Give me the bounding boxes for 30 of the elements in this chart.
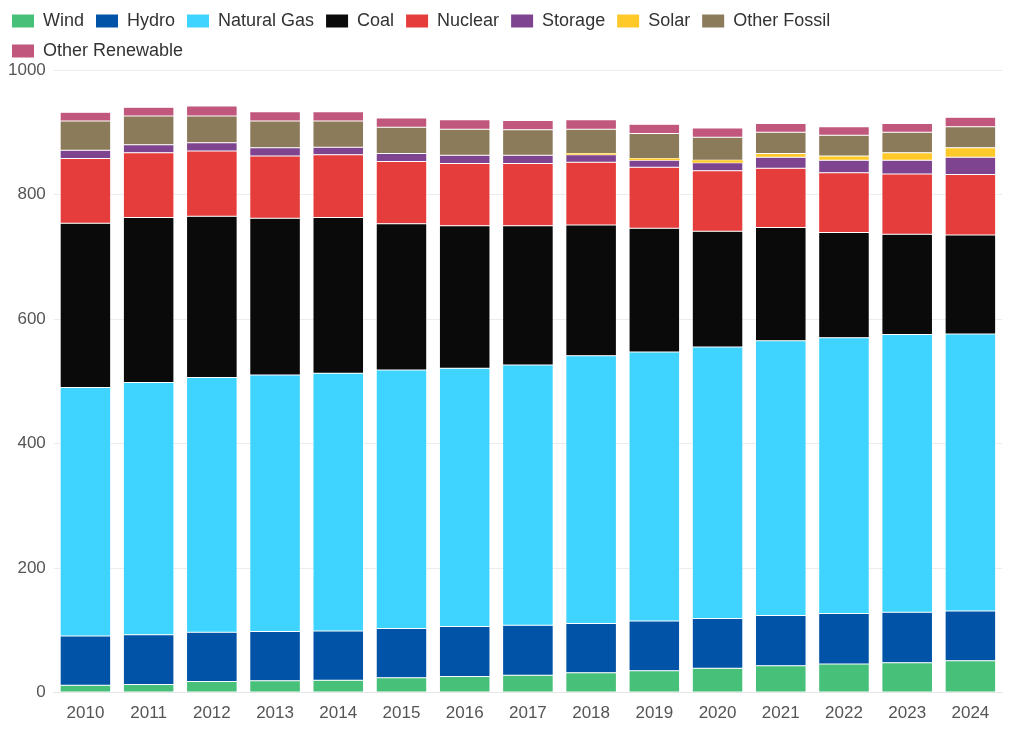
legend-label: Nuclear xyxy=(437,9,500,30)
y-tick-label: 200 xyxy=(17,557,46,577)
legend-label: Other Fossil xyxy=(733,9,831,30)
x-tick-label: 2021 xyxy=(761,703,800,723)
x-tick-label: 2018 xyxy=(572,703,611,723)
x-tick-label: 2011 xyxy=(130,703,167,723)
y-tick-label: 0 xyxy=(36,682,46,702)
x-tick-label: 2024 xyxy=(951,703,990,723)
legend-label: Storage xyxy=(542,9,606,30)
legend-label: Other Renewable xyxy=(43,39,184,60)
legend-label: Hydro xyxy=(127,9,176,30)
y-tick-label: 800 xyxy=(17,184,46,204)
x-tick-label: 2014 xyxy=(319,703,358,723)
y-tick-label: 1000 xyxy=(7,59,46,79)
x-tick-label: 2010 xyxy=(66,703,105,723)
y-tick-label: 600 xyxy=(17,308,46,328)
x-tick-label: 2012 xyxy=(192,703,231,723)
x-tick-label: 2013 xyxy=(256,703,294,723)
x-tick-label: 2017 xyxy=(509,703,547,723)
legend-label: Solar xyxy=(648,9,691,30)
legend-label: Coal xyxy=(357,9,395,30)
x-tick-label: 2016 xyxy=(445,703,484,723)
x-tick-label: 2020 xyxy=(698,703,737,723)
legend-label: Natural Gas xyxy=(218,9,315,30)
y-tick-label: 400 xyxy=(17,433,46,453)
x-tick-label: 2023 xyxy=(888,703,927,723)
legend-label: Wind xyxy=(43,9,85,30)
x-tick-label: 2019 xyxy=(635,703,674,723)
x-tick-label: 2022 xyxy=(825,703,863,723)
x-tick-label: 2015 xyxy=(382,703,421,723)
